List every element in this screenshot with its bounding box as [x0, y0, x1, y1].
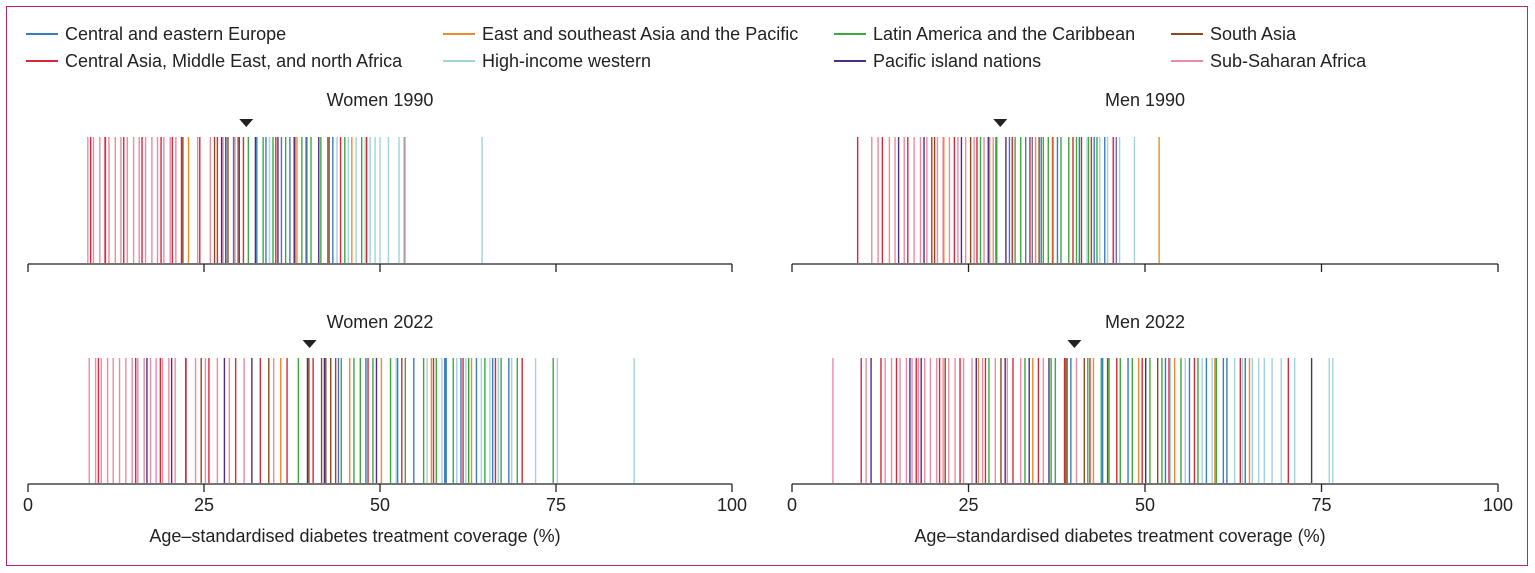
legend-label: Central and eastern Europe: [65, 24, 286, 44]
legend-item: High-income western: [443, 51, 651, 71]
legend: Central and eastern Europe East and sout…: [26, 24, 1367, 71]
legend-item: South Asia: [1171, 24, 1297, 44]
legend-label: Latin America and the Caribbean: [873, 24, 1135, 44]
panel-title: Men 1990: [1105, 90, 1185, 110]
x-tick-label: 50: [370, 495, 390, 515]
legend-item: Latin America and the Caribbean: [834, 24, 1135, 44]
panel-title: Men 2022: [1105, 312, 1185, 332]
panel-title: Women 2022: [327, 312, 434, 332]
x-tick-label: 25: [194, 495, 214, 515]
median-marker: [1067, 340, 1082, 348]
legend-label: Central Asia, Middle East, and north Afr…: [65, 51, 403, 71]
legend-item: Sub-Saharan Africa: [1171, 51, 1367, 71]
panel-men-1990: Men 1990: [791, 90, 1499, 272]
legend-label: Pacific island nations: [873, 51, 1041, 71]
panel-men-2022: Men 2022 0 25 50 75 100 Age–standardised diabe…: [787, 312, 1513, 546]
legend-item: Central Asia, Middle East, and north Afr…: [26, 51, 403, 71]
legend-label: High-income western: [482, 51, 651, 71]
x-tick-label: 25: [958, 495, 978, 515]
median-marker: [993, 119, 1008, 127]
legend-item: East and southeast Asia and the Pacific: [443, 24, 798, 44]
x-tick-label: 100: [717, 495, 747, 515]
legend-label: South Asia: [1210, 24, 1297, 44]
figure-frame: [6, 6, 1528, 566]
legend-label: Sub-Saharan Africa: [1210, 51, 1367, 71]
median-marker: [239, 119, 254, 127]
x-axis-title: Age–standardised diabetes treatment cove…: [149, 526, 560, 546]
legend-item: Central and eastern Europe: [26, 24, 286, 44]
panel-women-2022: Women 2022 0 25 50 75 100 Age–standardised dia…: [23, 312, 747, 546]
x-tick-label: 50: [1135, 495, 1155, 515]
legend-label: East and southeast Asia and the Pacific: [482, 24, 798, 44]
x-tick-label: 75: [546, 495, 566, 515]
x-tick-label: 0: [23, 495, 33, 515]
x-tick-label: 0: [787, 495, 797, 515]
x-axis-title: Age–standardised diabetes treatment cove…: [914, 526, 1325, 546]
x-tick-label: 100: [1483, 495, 1513, 515]
panel-title: Women 1990: [327, 90, 434, 110]
panel-women-1990: Women 1990: [27, 90, 733, 272]
median-marker: [302, 340, 317, 348]
legend-item: Pacific island nations: [834, 51, 1041, 71]
x-tick-label: 75: [1311, 495, 1331, 515]
